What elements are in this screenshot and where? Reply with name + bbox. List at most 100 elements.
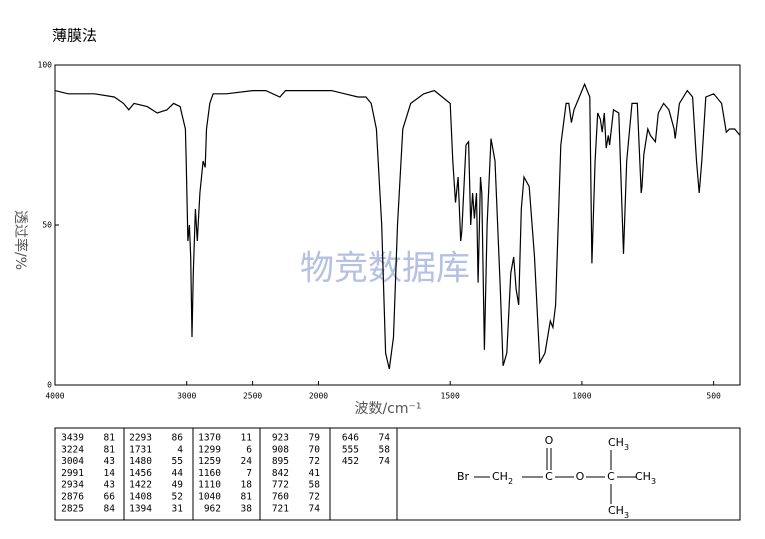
peak-wavenumber: 2293 xyxy=(129,433,152,444)
atom-symbol: CH xyxy=(608,436,624,449)
peak-transmittance: 41 xyxy=(309,468,321,479)
peak-wavenumber: 962 xyxy=(204,503,221,514)
atom-symbol: CH xyxy=(608,504,624,517)
atom-label: CH3 xyxy=(635,470,656,486)
y-axis-label: 透过率/% xyxy=(12,210,29,270)
peak-wavenumber: 1040 xyxy=(198,492,221,503)
peak-wavenumber: 760 xyxy=(272,492,289,503)
atom-label: CH3 xyxy=(608,436,629,452)
peak-transmittance: 66 xyxy=(104,492,116,503)
peak-transmittance: 18 xyxy=(241,480,253,491)
y-tick-label: 0 xyxy=(47,381,52,390)
atom-label: O xyxy=(545,434,554,447)
peak-transmittance: 86 xyxy=(172,433,184,444)
peak-wavenumber: 1299 xyxy=(198,444,221,455)
peak-transmittance: 38 xyxy=(241,503,253,514)
atom-subscript: 3 xyxy=(624,443,629,452)
peak-wavenumber: 908 xyxy=(272,444,289,455)
peak-transmittance: 74 xyxy=(379,433,391,444)
peak-transmittance: 58 xyxy=(379,444,391,455)
peak-wavenumber: 721 xyxy=(272,503,289,514)
x-tick-label: 500 xyxy=(706,392,721,401)
peak-transmittance: 84 xyxy=(104,503,116,514)
x-tick-label: 1500 xyxy=(441,392,460,401)
atom-label: C xyxy=(545,470,553,483)
peak-transmittance: 49 xyxy=(172,480,184,491)
peak-wavenumber: 2876 xyxy=(61,492,84,503)
peak-transmittance: 4 xyxy=(177,444,183,455)
watermark: 物竞数据库 xyxy=(300,249,470,289)
atom-symbol: C xyxy=(545,470,553,483)
peak-wavenumber: 1259 xyxy=(198,456,221,467)
atom-label: C xyxy=(607,470,615,483)
x-tick-label: 1000 xyxy=(572,392,591,401)
atom-label: Br xyxy=(457,470,470,483)
peak-wavenumber: 1480 xyxy=(129,456,152,467)
peak-wavenumber: 452 xyxy=(342,456,359,467)
chart-title: 薄膜法 xyxy=(52,27,97,45)
x-tick-label: 3000 xyxy=(177,392,196,401)
peak-wavenumber: 923 xyxy=(272,433,289,444)
atom-label: CH3 xyxy=(608,504,629,520)
x-tick-label: 2500 xyxy=(243,392,262,401)
peak-wavenumber: 842 xyxy=(272,468,289,479)
peak-wavenumber: 2825 xyxy=(61,503,84,514)
atom-symbol: Br xyxy=(457,470,470,483)
peak-wavenumber: 3439 xyxy=(61,433,84,444)
peak-transmittance: 44 xyxy=(172,468,184,479)
x-tick-label: 4000 xyxy=(45,392,64,401)
peak-wavenumber: 3004 xyxy=(61,456,84,467)
y-tick-label: 100 xyxy=(38,61,53,70)
peak-transmittance: 81 xyxy=(241,492,253,503)
x-tick-label: 2000 xyxy=(309,392,328,401)
peak-wavenumber: 3224 xyxy=(61,444,84,455)
atom-label: O xyxy=(576,470,585,483)
peak-wavenumber: 1408 xyxy=(129,492,152,503)
peak-transmittance: 31 xyxy=(172,503,184,514)
peak-wavenumber: 2934 xyxy=(61,480,84,491)
peak-wavenumber: 2991 xyxy=(61,468,84,479)
peak-transmittance: 11 xyxy=(241,433,253,444)
peak-transmittance: 52 xyxy=(172,492,183,503)
peak-transmittance: 81 xyxy=(104,433,116,444)
atom-subscript: 2 xyxy=(508,477,513,486)
peak-wavenumber: 1370 xyxy=(198,433,221,444)
peak-wavenumber: 895 xyxy=(272,456,289,467)
spectrum-line xyxy=(54,82,741,370)
peak-transmittance: 24 xyxy=(241,456,253,467)
peak-wavenumber: 646 xyxy=(342,433,359,444)
table-dividers xyxy=(123,428,398,520)
atom-label: CH2 xyxy=(492,470,513,486)
atom-subscript: 3 xyxy=(624,511,629,520)
atom-symbol: O xyxy=(545,434,554,447)
peak-transmittance: 6 xyxy=(246,444,252,455)
atom-symbol: C xyxy=(607,470,615,483)
peak-wavenumber: 772 xyxy=(272,480,289,491)
peak-transmittance: 58 xyxy=(309,480,321,491)
atom-symbol: CH xyxy=(635,470,651,483)
peak-wavenumber: 1110 xyxy=(198,480,221,491)
peak-transmittance: 72 xyxy=(309,492,320,503)
peak-transmittance: 43 xyxy=(104,456,115,467)
atom-subscript: 3 xyxy=(651,477,656,486)
peak-transmittance: 55 xyxy=(172,456,183,467)
bonds xyxy=(474,448,636,504)
peak-transmittance: 81 xyxy=(104,444,116,455)
peak-transmittance: 43 xyxy=(104,480,115,491)
peak-transmittance: 74 xyxy=(379,456,391,467)
peak-wavenumber: 1394 xyxy=(129,503,152,514)
peak-wavenumber: 1422 xyxy=(129,480,152,491)
y-tick-label: 50 xyxy=(42,221,52,230)
peak-transmittance: 74 xyxy=(309,503,321,514)
atom-symbol: CH xyxy=(492,470,508,483)
atom-symbol: O xyxy=(576,470,585,483)
peak-transmittance: 70 xyxy=(309,444,321,455)
peak-wavenumber: 1731 xyxy=(129,444,152,455)
peak-transmittance: 7 xyxy=(246,468,252,479)
peak-wavenumber: 555 xyxy=(342,444,359,455)
peak-wavenumber: 1456 xyxy=(129,468,152,479)
peak-wavenumber: 1160 xyxy=(198,468,221,479)
peak-transmittance: 14 xyxy=(104,468,116,479)
peak-transmittance: 72 xyxy=(309,456,320,467)
